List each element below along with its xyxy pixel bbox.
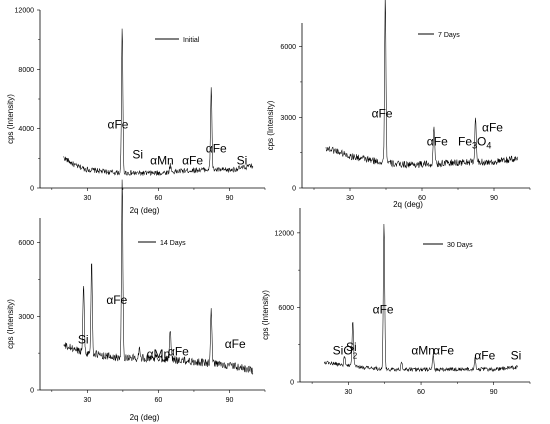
legend-label: 7 Days	[438, 32, 460, 39]
x-tick-label: 90	[490, 195, 498, 202]
peak-label: αMn	[147, 347, 171, 361]
peak-label: αMn	[411, 344, 435, 358]
peak-label: αFe	[182, 153, 203, 167]
peak-label: αFe	[225, 337, 246, 351]
peak-label: αMn	[150, 153, 174, 167]
x-tick-label: 90	[226, 195, 234, 202]
x-axis-label: 2q (deg)	[130, 413, 160, 422]
legend-label: Initial	[183, 37, 200, 44]
x-tick-label: 30	[346, 195, 354, 202]
x-tick-label: 90	[490, 389, 498, 396]
panel-14-days: 0 3000 6000 30 60 90 2q (deg) cps (Intensity) 14…	[6, 179, 266, 422]
y-tick-label: 6000	[18, 240, 34, 247]
y-tick-label: 0	[30, 186, 34, 193]
y-tick-label: 6000	[278, 305, 294, 312]
y-tick-label: 12000	[275, 230, 295, 237]
peak-label: αFe	[206, 141, 227, 155]
peak-label: αFe	[372, 106, 393, 120]
peak-label: αFe	[427, 135, 448, 149]
x-tick-label: 30	[83, 195, 91, 202]
y-axis-label: cps (Intensity)	[6, 94, 15, 144]
y-tick-label: 3000	[18, 314, 34, 321]
x-axis-label: 2q (deg)	[130, 206, 160, 215]
peak-label: αFe	[474, 349, 495, 363]
diffraction-trace	[325, 0, 519, 169]
legend-label: 14 Days	[160, 240, 186, 247]
y-axis-label: cps (Intensity)	[266, 100, 275, 150]
peak-label: αFe	[106, 293, 127, 307]
y-tick-label: 0	[292, 186, 296, 193]
x-tick-label: 90	[226, 397, 234, 404]
y-axis-label: cps (Intensity)	[261, 290, 270, 340]
peak-label: Si	[237, 153, 248, 167]
y-tick-label: 0	[30, 388, 34, 395]
diffraction-trace	[63, 179, 254, 375]
x-tick-label: 30	[345, 389, 353, 396]
peak-label: αFe	[433, 344, 454, 358]
y-tick-label: 12000	[15, 8, 35, 15]
x-tick-label: 60	[417, 389, 425, 396]
y-tick-label: 8000	[18, 67, 34, 74]
peak-label: αFe	[373, 303, 394, 317]
x-tick-label: 30	[83, 397, 91, 404]
x-axis-label: 2q (deg)	[393, 200, 423, 209]
peak-label: Si	[78, 332, 89, 346]
peak-label: Si	[511, 349, 522, 363]
y-tick-label: 3000	[280, 115, 296, 122]
panel-30-days: 0 6000 12000 30 60 90 cps (Intensity) 30 Days Si…	[261, 208, 531, 396]
diffraction-trace	[63, 28, 254, 177]
peak-label: Si	[132, 147, 143, 161]
y-tick-label: 6000	[280, 44, 296, 51]
peak-label: αFe	[168, 345, 189, 359]
peak-label: αFe	[108, 118, 129, 132]
x-tick-label: 60	[418, 195, 426, 202]
legend-label: 30 Days	[447, 242, 473, 249]
x-tick-label: 60	[155, 397, 163, 404]
panel-7-days: 0 3000 6000 30 60 90 2q (deg) cps (Intensity) 7 …	[266, 0, 531, 209]
peak-label: Fe3O4	[458, 135, 491, 151]
peak-label: αFe	[482, 120, 503, 134]
y-tick-label: 0	[290, 380, 294, 387]
x-tick-label: 60	[155, 195, 163, 202]
peak-label: Si	[346, 340, 357, 354]
y-axis-label: cps (Intensity)	[6, 299, 15, 349]
diffraction-trace	[323, 224, 518, 373]
panel-initial: 0 4000 8000 12000 30 60 90 2q (deg) cps (Intensi…	[6, 8, 266, 215]
peak-label: SiO2	[333, 344, 358, 361]
y-tick-label: 4000	[18, 126, 34, 133]
